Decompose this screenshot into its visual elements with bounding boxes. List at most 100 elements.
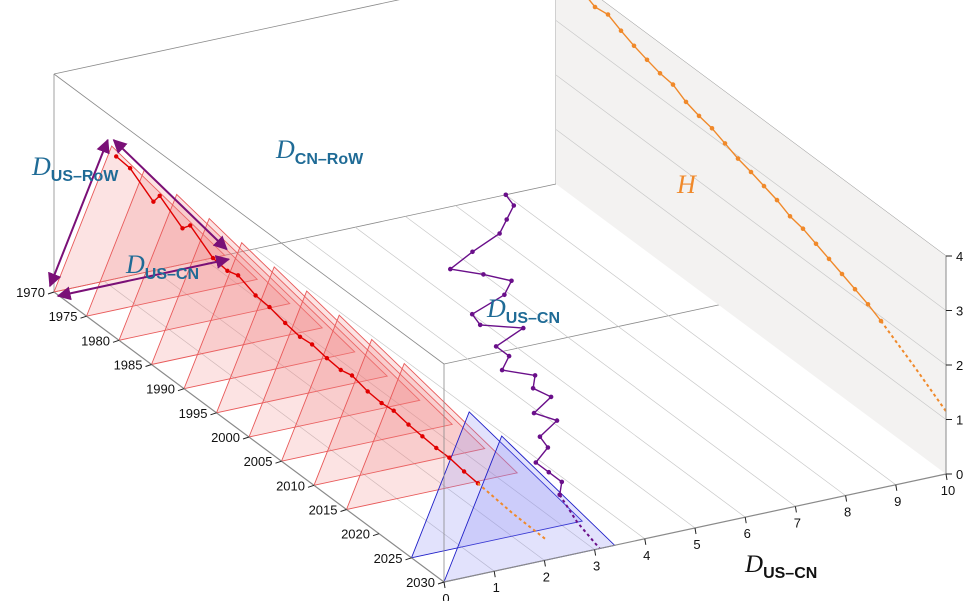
triangle-projected: [410, 411, 584, 559]
z-tick-label: 0: [956, 467, 963, 482]
x-tick-mark: [594, 549, 597, 556]
z-tick-label: 2: [956, 358, 963, 373]
z-tick-label: 4: [956, 249, 963, 264]
year-tick-mark: [437, 581, 445, 585]
floor-grid-line: [505, 194, 897, 486]
trajectory-point: [157, 193, 162, 198]
d-us-cn-point: [545, 445, 551, 450]
x-tick-mark: [493, 571, 496, 578]
h-point: [813, 241, 819, 247]
d-us-cn-point: [530, 386, 536, 391]
x-tick-label: 6: [744, 526, 751, 541]
d-us-cn-point: [448, 266, 453, 272]
x-tick-mark: [644, 538, 647, 545]
x-tick-mark: [694, 527, 697, 535]
d-us-cn-point: [532, 373, 538, 378]
year-tick-label: 2005: [244, 454, 273, 469]
trajectory-point: [297, 334, 303, 339]
h-projected-line: [880, 320, 947, 412]
h-line: [588, 0, 882, 322]
year-tick-mark: [80, 315, 87, 319]
trajectory-point: [267, 304, 272, 310]
d-us-cn-point: [521, 325, 526, 331]
h-point: [787, 214, 793, 219]
h-point: [761, 183, 767, 189]
triangle-historical: [183, 241, 356, 390]
year-tick-mark: [242, 436, 250, 440]
d-us-cn-projected-line: [558, 494, 601, 550]
d-us-cn-point: [470, 249, 475, 255]
year-tick-label: 1980: [81, 333, 110, 348]
label-d-us-row: DUS–RoW: [31, 152, 119, 185]
x-tick-mark: [744, 517, 747, 524]
label-d-cn-row: DCN–RoW: [275, 135, 364, 168]
trajectory-point: [420, 434, 425, 439]
year-tick-mark: [405, 557, 412, 561]
trajectory-point: [309, 342, 315, 347]
d-us-cn-point: [548, 394, 554, 400]
d-us-cn-point: [506, 353, 512, 359]
back-panel-fill: [556, 0, 946, 474]
x-tick-label: 1: [493, 580, 500, 595]
label-d-us-cn-triangle: DUS–CN: [125, 250, 199, 283]
year-tick-label: 2030: [406, 575, 435, 590]
d-us-cn-point: [502, 292, 507, 298]
h-point: [722, 141, 728, 146]
d-us-cn-point: [469, 311, 475, 317]
trajectory-point: [188, 223, 193, 228]
z-tick-label: 1: [956, 413, 963, 428]
trajectory-point: [461, 469, 467, 474]
h-point: [657, 71, 663, 76]
d-us-cn-point: [511, 203, 517, 208]
year-tick-mark: [47, 291, 55, 295]
h-point: [696, 113, 702, 119]
triangle-historical: [313, 338, 486, 486]
trajectory-point: [151, 199, 156, 204]
trajectory-point: [447, 455, 452, 460]
year-tick-label: 2010: [276, 478, 305, 493]
tick-labels: 1970197519801985199019952000200520102015…: [16, 249, 963, 601]
h-point: [839, 271, 845, 277]
trajectory-point: [283, 320, 288, 326]
trajectory-point: [235, 273, 241, 278]
x-tick-mark: [845, 495, 848, 502]
x-tick-mark: [794, 506, 797, 513]
d-us-cn-point: [509, 278, 514, 284]
panel-grid-line: [555, 129, 947, 420]
d-us-cn-point: [499, 367, 505, 373]
h-point: [605, 12, 611, 17]
x-tick-label: 9: [894, 494, 901, 509]
h-point: [670, 82, 676, 87]
label-d-us-cn-curve: DUS–CN: [486, 294, 560, 327]
panel-grid-line: [555, 20, 947, 311]
year-tick-mark: [340, 509, 347, 512]
year-tick-label: 2025: [374, 551, 403, 566]
year-tick-label: 1995: [179, 406, 208, 421]
year-tick-mark: [210, 412, 217, 416]
h-point: [631, 43, 637, 49]
trajectory-point: [365, 389, 370, 394]
panel-grid-line: [555, 74, 947, 366]
trajectory-point: [253, 293, 258, 298]
year-tick-label: 2015: [309, 503, 338, 518]
x-tick-mark: [945, 473, 948, 481]
h-point: [852, 286, 858, 292]
year-tick-label: 1985: [114, 358, 143, 373]
h-point: [774, 197, 780, 203]
trajectory-point: [379, 400, 384, 406]
d-us-cn-point: [559, 479, 565, 485]
trajectory-point: [338, 367, 343, 373]
h-point: [865, 302, 871, 307]
year-tick-mark: [112, 339, 120, 343]
x-axis-title: DUS–CN: [744, 551, 817, 582]
d-us-cn-point: [531, 410, 537, 416]
z-tick-label: 3: [956, 304, 963, 319]
d-us-cn-point: [481, 272, 486, 277]
h-point: [748, 169, 754, 175]
trajectory-point: [324, 356, 330, 361]
triangle-historical: [215, 266, 389, 414]
d-us-cn-point: [537, 434, 543, 440]
d-us-cn-point: [477, 322, 483, 328]
year-tick-label: 2000: [211, 430, 240, 445]
trajectory-point: [406, 422, 411, 427]
